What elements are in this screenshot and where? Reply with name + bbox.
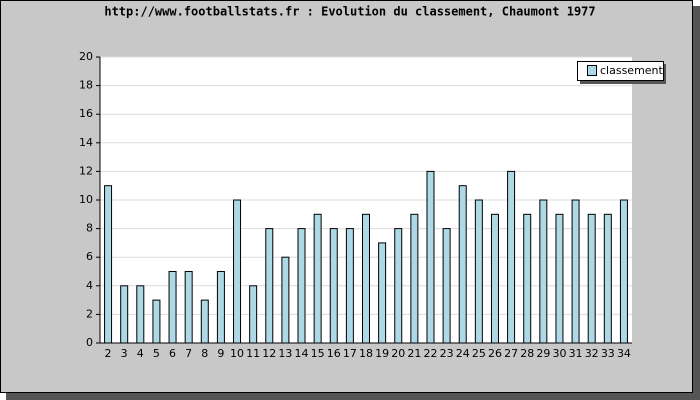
legend-swatch bbox=[587, 65, 597, 76]
x-tick-label: 34 bbox=[617, 347, 631, 360]
x-tick-label: 10 bbox=[230, 347, 244, 360]
x-tick-label: 17 bbox=[343, 347, 357, 360]
bar bbox=[458, 185, 467, 344]
y-tick-label: 18 bbox=[79, 79, 93, 92]
bar bbox=[539, 199, 548, 344]
x-tick-label: 15 bbox=[311, 347, 325, 360]
x-tick-label: 4 bbox=[137, 347, 144, 360]
x-tick-label: 8 bbox=[201, 347, 208, 360]
chart-title: http://www.footballstats.fr : Evolution … bbox=[104, 5, 595, 19]
bar bbox=[474, 199, 483, 344]
x-tick-label: 12 bbox=[262, 347, 276, 360]
y-tick-label: 8 bbox=[86, 222, 93, 235]
x-tick-label: 23 bbox=[440, 347, 454, 360]
bar bbox=[136, 285, 145, 344]
x-tick-label: 5 bbox=[153, 347, 160, 360]
x-tick-label: 20 bbox=[391, 347, 405, 360]
x-tick-label: 33 bbox=[601, 347, 615, 360]
bar bbox=[378, 242, 387, 344]
x-tick-label: 13 bbox=[278, 347, 292, 360]
bar bbox=[555, 213, 564, 344]
bar bbox=[345, 228, 354, 344]
x-tick-label: 3 bbox=[121, 347, 128, 360]
bar bbox=[426, 170, 435, 344]
bar bbox=[200, 299, 209, 344]
bar bbox=[265, 228, 274, 344]
y-tick-label: 12 bbox=[79, 164, 93, 177]
bar bbox=[329, 228, 338, 344]
bar bbox=[297, 228, 306, 344]
x-tick-label: 2 bbox=[105, 347, 112, 360]
bar bbox=[442, 228, 451, 344]
x-tick-label: 26 bbox=[488, 347, 502, 360]
bar bbox=[120, 285, 129, 344]
bar bbox=[313, 213, 322, 344]
x-tick-label: 27 bbox=[504, 347, 518, 360]
bar bbox=[571, 199, 580, 344]
y-tick-label: 16 bbox=[79, 107, 93, 120]
bar bbox=[362, 213, 370, 344]
x-tick-label: 24 bbox=[456, 347, 470, 360]
y-tick-label: 20 bbox=[79, 50, 93, 63]
x-tick-label: 30 bbox=[552, 347, 566, 360]
bar bbox=[249, 285, 258, 344]
bar bbox=[523, 213, 532, 344]
x-tick-label: 28 bbox=[520, 347, 534, 360]
y-tick-label: 4 bbox=[86, 279, 93, 292]
bar bbox=[184, 271, 193, 344]
legend-label: classement bbox=[600, 64, 664, 77]
bar bbox=[168, 271, 177, 344]
bar bbox=[216, 271, 225, 344]
y-tick-label: 10 bbox=[79, 193, 93, 206]
bar bbox=[490, 213, 499, 344]
x-tick-label: 9 bbox=[217, 347, 224, 360]
x-tick-label: 7 bbox=[185, 347, 192, 360]
y-tick-label: 0 bbox=[86, 336, 93, 349]
bar bbox=[394, 228, 403, 344]
x-tick-label: 14 bbox=[295, 347, 309, 360]
x-tick-label: 32 bbox=[585, 347, 599, 360]
bar bbox=[619, 199, 628, 344]
bar bbox=[410, 213, 419, 344]
legend bbox=[577, 61, 664, 81]
x-tick-label: 29 bbox=[536, 347, 550, 360]
bar bbox=[152, 299, 161, 344]
x-tick-label: 16 bbox=[327, 347, 341, 360]
x-tick-label: 6 bbox=[169, 347, 176, 360]
bar bbox=[233, 199, 242, 344]
bar bbox=[104, 185, 113, 344]
x-tick-label: 18 bbox=[359, 347, 373, 360]
bar bbox=[603, 213, 612, 344]
bar bbox=[587, 213, 596, 344]
y-tick-label: 14 bbox=[79, 136, 93, 149]
x-tick-label: 19 bbox=[375, 347, 389, 360]
x-tick-label: 31 bbox=[569, 347, 583, 360]
bar bbox=[281, 256, 290, 344]
y-tick-label: 6 bbox=[86, 250, 93, 263]
y-tick-label: 2 bbox=[86, 307, 93, 320]
x-tick-label: 25 bbox=[472, 347, 486, 360]
x-tick-label: 22 bbox=[423, 347, 437, 360]
x-tick-label: 21 bbox=[407, 347, 421, 360]
bar bbox=[507, 170, 516, 344]
x-tick-label: 11 bbox=[246, 347, 260, 360]
